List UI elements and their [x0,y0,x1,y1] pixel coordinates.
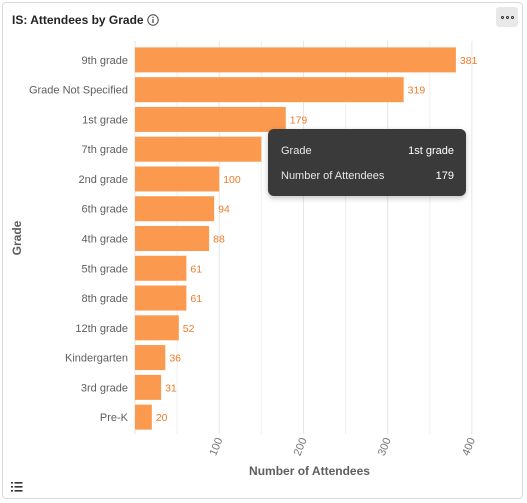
data-label: 88 [213,234,225,246]
bar [135,374,162,400]
more-options-icon[interactable] [496,7,518,27]
x-tick-label: 400 [460,436,478,458]
x-tick-label: 200 [292,436,310,458]
category-label: 8th grade [82,293,128,305]
bar [135,404,152,430]
visual-title: IS: Attendees by Grade [12,13,144,27]
bar [135,315,179,341]
category-label: 6th grade [82,204,128,216]
x-axis-title: Number of Attendees [249,464,370,478]
x-tick-label: 100 [207,436,225,458]
category-label: 12th grade [75,323,128,335]
category-label: 5th grade [82,263,128,275]
category-label: 3rd grade [81,382,128,394]
data-label: 179 [290,114,308,126]
bar [135,345,166,371]
category-label: 1st grade [82,114,128,126]
visual-header: IS: Attendees by Grade [12,11,159,29]
data-label: 61 [190,293,202,305]
bar [135,285,187,311]
bar [135,166,220,192]
category-label: Kindergarten [65,353,128,365]
category-label: 2nd grade [78,174,128,186]
bar [135,255,187,281]
info-icon[interactable] [146,14,159,26]
data-label: 100 [223,174,241,186]
tooltip-row-grade: Grade 1st grade [281,145,454,157]
tooltip-row-attendees: Number of Attendees 179 [281,170,454,182]
data-label: 319 [408,85,426,97]
category-label: 4th grade [82,234,128,246]
y-axis-title: Grade [10,220,24,255]
x-tick-label: 300 [376,436,394,458]
category-label: Pre-K [100,412,129,424]
data-label: 36 [169,353,181,365]
category-label: Grade Not Specified [29,85,128,97]
data-label: 20 [156,412,168,424]
data-label: 52 [183,323,195,335]
data-label: 31 [165,382,177,394]
tooltip-value: 1st grade [408,145,454,157]
bar [135,77,404,103]
bar [135,196,215,222]
bar [135,106,286,132]
data-label: 61 [190,263,202,275]
data-label: 94 [218,204,230,216]
bar [135,136,262,162]
list-icon[interactable] [11,480,23,492]
tooltip: Grade 1st grade Number of Attendees 179 [268,129,466,196]
data-label: 381 [460,55,478,67]
tooltip-key: Number of Attendees [281,170,385,182]
bar [135,225,210,252]
bar [135,47,456,73]
tooltip-value: 179 [435,170,454,182]
category-label: 9th grade [82,55,128,67]
tooltip-key: Grade [281,145,312,157]
category-label: 7th grade [82,144,128,156]
